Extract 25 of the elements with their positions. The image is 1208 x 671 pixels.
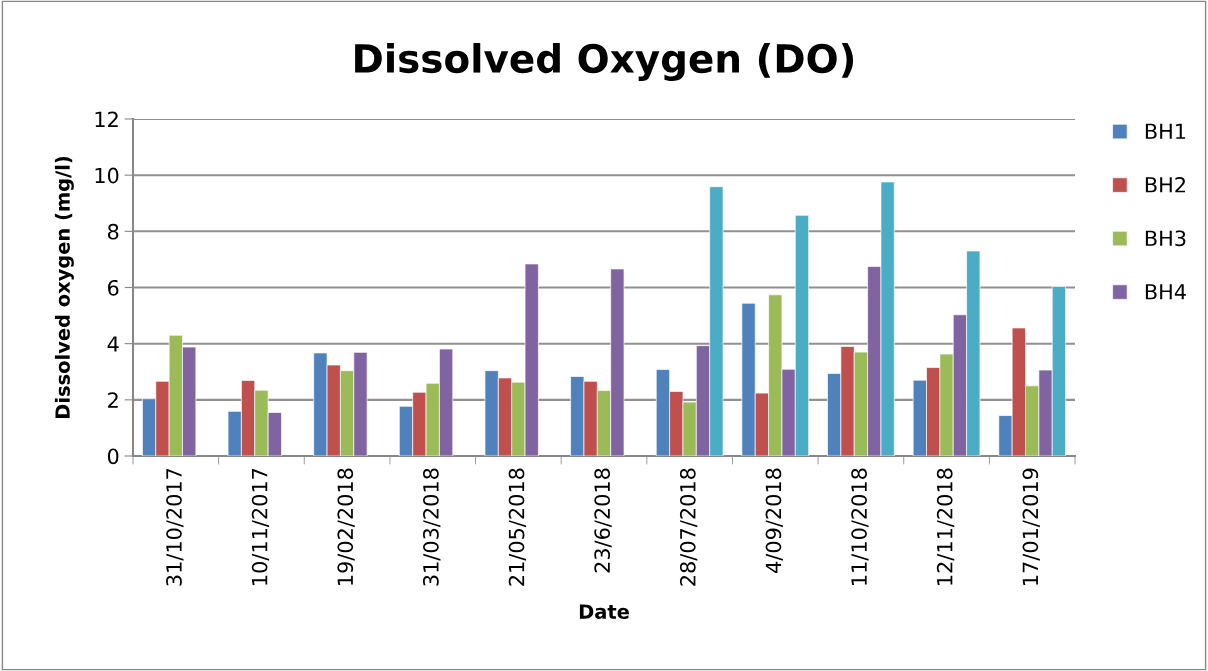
x-tick-label: 21/05/2018	[508, 468, 527, 586]
legend-label: BH1	[1145, 123, 1186, 139]
y-tick-label: 8	[107, 223, 119, 240]
x-tick-label: 17/01/2019	[1022, 468, 1040, 585]
legend-label: BH2	[1145, 176, 1185, 193]
x-tick-label: 10/11/2017	[251, 468, 270, 585]
y-tick-label: 2	[108, 392, 118, 408]
x-tick-label: 11/10/2018	[851, 468, 869, 585]
x-axis-title: Date	[579, 604, 629, 619]
legend-label: BH3	[1145, 230, 1186, 247]
x-tick-label: 31/10/2017	[166, 468, 184, 586]
x-tick-label: 23/6/2018	[594, 468, 612, 573]
y-tick-label: 10	[95, 167, 119, 184]
y-tick-label: 0	[107, 448, 119, 465]
x-tick-label: 28/07/2018	[679, 468, 698, 586]
x-tick-label: 31/03/2018	[423, 468, 441, 586]
x-tick-label: 12/11/2018	[936, 468, 955, 585]
x-tick-label: 19/02/2018	[337, 468, 355, 585]
y-axis-title: Dissolved oxygen (mg/l)	[54, 156, 74, 418]
y-tick-label: 4	[107, 336, 119, 352]
x-tick-label: 4/09/2018	[765, 468, 783, 573]
y-tick-label: 6	[108, 279, 119, 296]
chart-title: Dissolved Oxygen (DO)	[355, 43, 854, 81]
legend-label: BH4	[1145, 284, 1186, 300]
y-tick-label: 12	[95, 111, 118, 127]
